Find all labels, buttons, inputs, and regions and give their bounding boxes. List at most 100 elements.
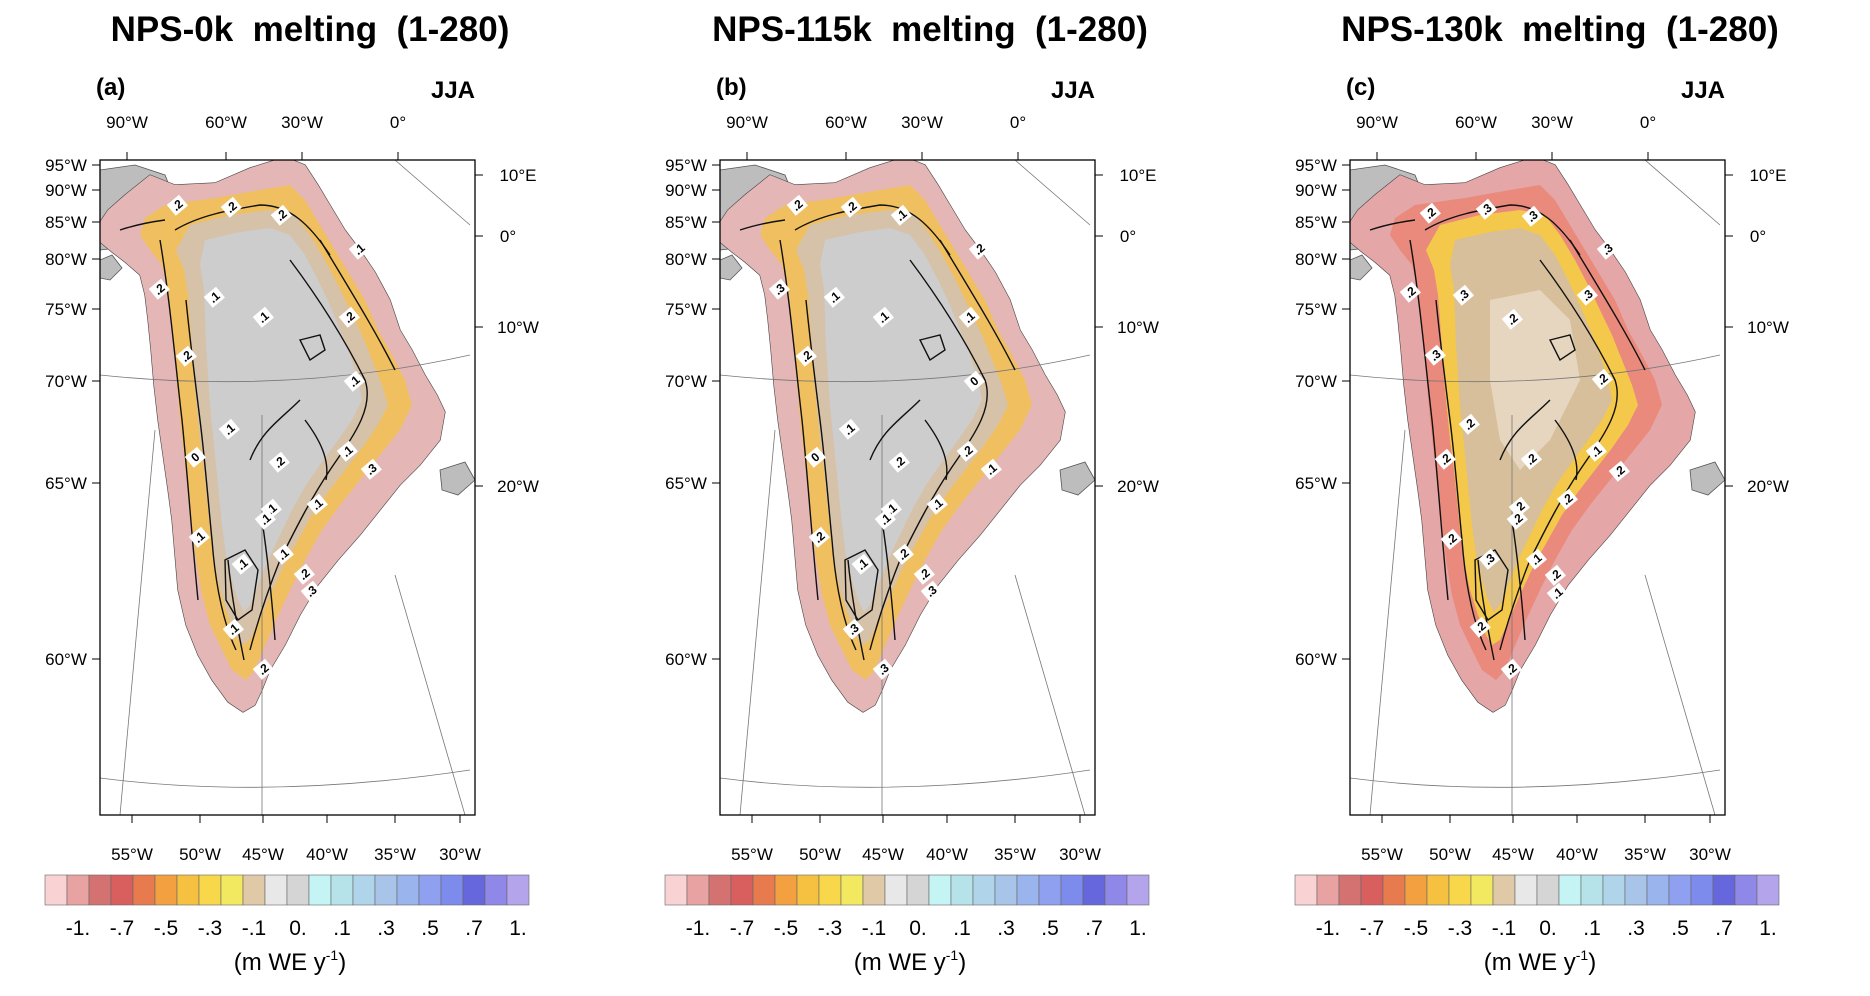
contour-label: .1 (222, 618, 244, 640)
colorbar-cell (862, 874, 886, 906)
contour-label: .2 (1440, 528, 1462, 550)
panel-label: (c) (1346, 74, 1375, 101)
right-tick-label: 10°W (497, 318, 539, 337)
colorbar-tick-label: .1 (1583, 917, 1601, 940)
contour-label: .2 (148, 278, 170, 300)
contour-line (1435, 299, 1487, 651)
contour-label-bg (892, 543, 914, 565)
contour-label: .1 (980, 458, 1002, 480)
contour-label: .1 (254, 508, 276, 530)
contour-loop (298, 334, 326, 362)
melt-core (820, 228, 982, 612)
contour-label: .3 (1478, 548, 1500, 570)
parallel-60n (100, 769, 471, 788)
contour-label-bg (175, 345, 197, 367)
contour-label-bg (980, 458, 1002, 480)
contour-label-bg (1506, 508, 1528, 530)
panel-title: NPS-130k melting (1-280) (1341, 10, 1779, 49)
contour-label-bg (1591, 368, 1613, 390)
units-prefix: (m WE y (234, 949, 326, 976)
colorbar-cell (1602, 874, 1626, 906)
map-frame (1349, 159, 1726, 816)
units-prefix: (m WE y (854, 949, 946, 976)
top-tick-label: 0° (1640, 113, 1656, 132)
left-tick-label: 80°W (665, 250, 707, 269)
colorbar-cell (220, 874, 244, 906)
contour-line (319, 239, 396, 371)
top-tick-label: 30°W (281, 113, 323, 132)
contour-label-bg (786, 194, 808, 216)
meridian-60w (1369, 429, 1406, 815)
meridian-60w (739, 429, 776, 815)
contour-label-bg (1525, 548, 1547, 570)
contour-label: 0 (184, 446, 206, 468)
colorbar-tick-label: -.1 (862, 917, 887, 940)
contour-line (869, 259, 988, 651)
contour-label-bg (348, 238, 370, 260)
parallel-60n (720, 769, 1091, 788)
contour-label: .2 (166, 194, 188, 216)
colorbar-cell (818, 874, 842, 906)
contour-label-bg (1424, 344, 1446, 366)
map-svg: .2.3.3.3.2.3.3.2.2.2.2.3.2.2.1.2.2.2.2.1… (1294, 74, 1789, 976)
contour-label: .2 (1556, 488, 1578, 510)
colorbar-cell (1294, 874, 1318, 906)
colorbar-cell (440, 874, 464, 906)
contour-label: .1 (203, 286, 225, 308)
meridian-0 (1644, 160, 1721, 226)
colorbar-cell (686, 874, 710, 906)
right-tick-label: 0° (1120, 227, 1136, 246)
colorbar-tick-label: .1 (953, 917, 971, 940)
colorbar-cell (88, 874, 112, 906)
right-tick-label: 10°W (1747, 318, 1789, 337)
contour-label: .1 (872, 306, 894, 328)
contour-label: .3 (920, 580, 942, 602)
left-tick-label: 75°W (45, 300, 87, 319)
contour-label-bg (148, 278, 170, 300)
meridian-30w (394, 574, 466, 815)
contour-label-bg (890, 204, 912, 226)
contour-line (1569, 239, 1646, 371)
left-tick-label: 75°W (1295, 300, 1337, 319)
panel-b: NPS-115k melting (1-280) .2.2.1.1.1.1.2.… (620, 0, 1240, 991)
contour-label-bg (218, 418, 240, 440)
colorbar-cell (1624, 874, 1648, 906)
contour-label-bg (231, 553, 253, 575)
contour-line (881, 519, 896, 641)
meridian-0 (394, 160, 471, 226)
top-tick-label: 60°W (1455, 113, 1497, 132)
contour-label: .2 (1508, 496, 1530, 518)
contour-label-bg (968, 238, 990, 260)
contour-label: 0 (963, 370, 985, 392)
left-tick-label: 60°W (1295, 650, 1337, 669)
bottom-tick-label: 50°W (799, 845, 841, 864)
contour-label: .1 (851, 553, 873, 575)
colorbar-cell (396, 874, 420, 906)
contour-label: .2 (1520, 448, 1542, 470)
left-tick-label: 70°W (665, 372, 707, 391)
left-tick-label: 60°W (665, 650, 707, 669)
left-tick-label: 60°W (45, 650, 87, 669)
colorbar-tick-label: .7 (1085, 917, 1103, 940)
colorbar-cell (1038, 874, 1062, 906)
bottom-tick-label: 30°W (1059, 845, 1101, 864)
colorbar-cell (1382, 874, 1406, 906)
colorbar-tick-label: -.3 (818, 917, 843, 940)
colorbar-cell (1690, 874, 1714, 906)
right-tick-label: 20°W (497, 477, 539, 496)
panel-title: NPS-0k melting (1-280) (110, 10, 510, 49)
contour-label: .1 (890, 204, 912, 226)
top-tick-label: 60°W (205, 113, 247, 132)
contour-label: .1 (1546, 582, 1568, 604)
contour-label-bg (222, 618, 244, 640)
bottom-tick-label: 55°W (111, 845, 153, 864)
colorbar-cell (1082, 874, 1106, 906)
island-land (100, 254, 123, 281)
top-tick-label: 0° (1010, 113, 1026, 132)
colorbar-cell (176, 874, 200, 906)
colorbar-cell (708, 874, 732, 906)
parallel-70n (1350, 354, 1721, 383)
contour-label: .2 (220, 196, 242, 218)
contour-label-bg (338, 306, 360, 328)
contour-label-bg (1576, 284, 1598, 306)
